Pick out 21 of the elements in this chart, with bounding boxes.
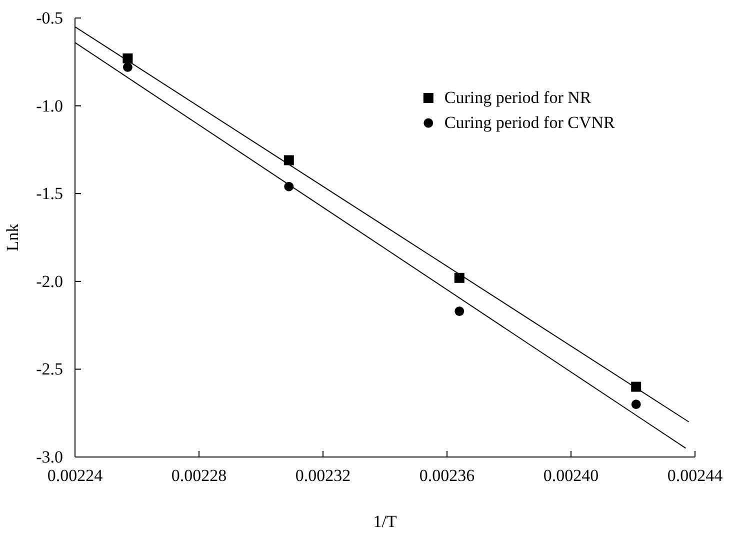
point: [122, 62, 132, 72]
y-tick-label: -1.0: [36, 96, 63, 116]
legend-label: Curing period for CVNR: [444, 113, 616, 132]
y-tick-label: -0.5: [36, 8, 63, 28]
y-axis-title: Lnk: [3, 223, 22, 252]
x-tick-label: 0.00228: [171, 466, 227, 486]
point: [454, 306, 464, 316]
y-tick-label: -2.0: [36, 272, 63, 291]
x-tick-label: 0.00224: [47, 466, 104, 486]
y-tick-label: -1.5: [36, 184, 63, 204]
point: [284, 155, 294, 166]
x-tick-label: 0.00244: [667, 466, 724, 486]
y-tick-label: -2.5: [36, 360, 63, 379]
legend-label: Curing period for NR: [444, 88, 592, 107]
y-tick-label: -3.0: [36, 447, 63, 466]
point: [454, 272, 464, 283]
point: [631, 400, 641, 410]
x-tick-label: 0.00236: [419, 466, 475, 486]
x-axis-title: 1/T: [373, 512, 398, 531]
x-tick-label: 0.00240: [543, 466, 599, 486]
x-tick-label: 0.00232: [295, 466, 351, 486]
